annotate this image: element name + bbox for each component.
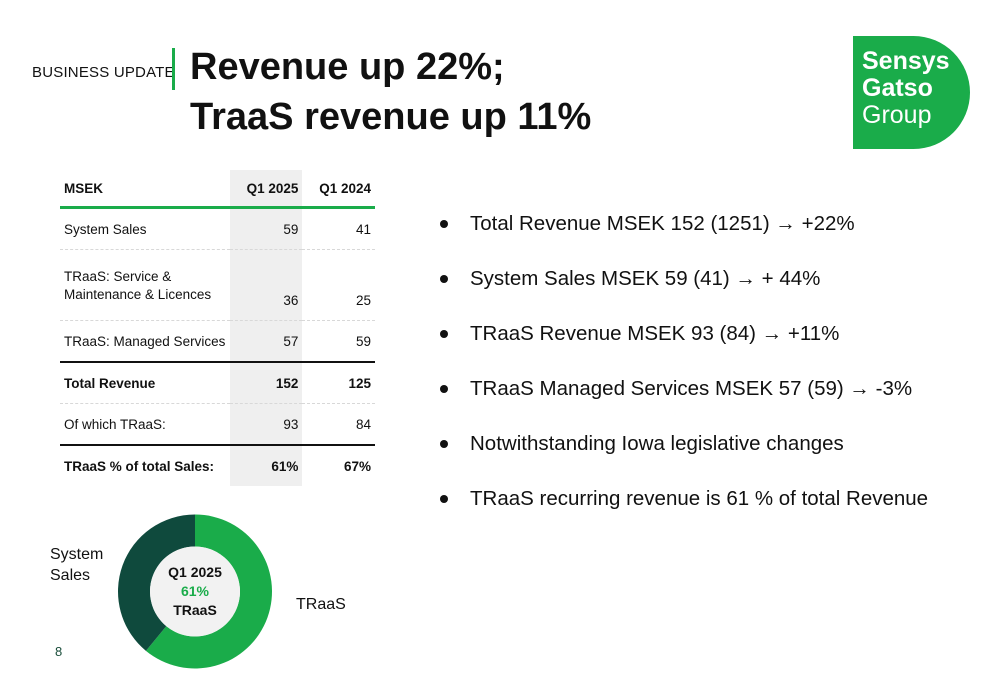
cell-q1-2025: 93 <box>229 403 303 445</box>
page-title: Revenue up 22%; TraaS revenue up 11% <box>190 42 591 142</box>
bullet-text: TRaaS Revenue MSEK 93 (84) → +11% <box>470 322 840 345</box>
donut-svg <box>118 514 272 669</box>
row-label: Total Revenue <box>64 375 156 391</box>
table-row: System Sales 59 41 <box>60 207 375 250</box>
donut-slice-traas <box>145 514 272 669</box>
row-label-line-2: Maintenance & Licences <box>64 286 212 302</box>
bullet-text: TRaaS Managed Services MSEK 57 (59) → -3… <box>470 377 913 400</box>
financial-table: MSEK Q1 2025 Q1 2024 System Sales 59 41 … <box>60 170 375 486</box>
cell-q1-2024: 41 <box>355 221 371 237</box>
company-logo: Sensys Gatso Group <box>853 36 970 149</box>
title-line-2: TraaS revenue up 11% <box>190 96 592 138</box>
logo-line-3: Group <box>862 101 932 129</box>
table-header-q1-2025: Q1 2025 <box>229 170 303 208</box>
donut-center-label: TRaaS <box>173 602 217 618</box>
cell-q1-2024: 67% <box>343 458 371 474</box>
bullet-icon <box>440 440 448 448</box>
bullet-text: TRaaS recurring revenue is 61 % of total… <box>470 487 929 510</box>
row-label: TRaaS: Managed Services <box>64 333 226 349</box>
bullet-text: System Sales MSEK 59 (41) → + 44% <box>470 267 821 290</box>
logo-line-2: Gatso <box>862 74 933 102</box>
row-label: TRaaS % of total Sales: <box>64 458 215 474</box>
donut-center-text: Q1 2025 61% TRaaS <box>117 507 273 676</box>
title-divider <box>172 48 175 90</box>
cell-q1-2025: 59 <box>229 207 303 250</box>
table-row-traas-pct: TRaaS % of total Sales: 61% 67% <box>60 445 375 486</box>
page-number: 8 <box>55 644 63 659</box>
list-item: TRaaS Managed Services MSEK 57 (59) → -3… <box>440 371 928 426</box>
cell-q1-2024: 25 <box>355 293 371 308</box>
row-label: TRaaS: Service & Maintenance & Licences <box>60 250 230 321</box>
bullet-icon <box>440 495 448 503</box>
bullet-icon <box>440 275 448 283</box>
logo-line-1: Sensys <box>862 47 950 75</box>
donut-label-system-sales-line-1: System <box>50 546 104 563</box>
cell-q1-2024: 125 <box>348 375 371 391</box>
donut-label-traas: TRaaS <box>296 596 346 613</box>
cell-q1-2025: 61% <box>229 445 303 486</box>
row-label-line-1: TRaaS: Service & <box>64 268 172 284</box>
bullet-text: Notwithstanding Iowa legislative changes <box>470 432 844 455</box>
list-item: Notwithstanding Iowa legislative changes <box>440 426 928 481</box>
table-row: TRaaS: Managed Services 57 59 <box>60 320 375 362</box>
list-item: TRaaS recurring revenue is 61 % of total… <box>440 481 928 536</box>
title-line-1: Revenue up 22%; <box>190 46 505 88</box>
bullet-text: Total Revenue MSEK 152 (1251) → +22% <box>470 212 855 235</box>
cell-q1-2025: 36 <box>229 249 303 321</box>
revenue-donut-chart: Q1 2025 61% TRaaS <box>117 507 273 676</box>
bullet-icon <box>440 220 448 228</box>
list-item: Total Revenue MSEK 152 (1251) → +22% <box>440 206 928 261</box>
cell-q1-2025: 57 <box>229 320 303 362</box>
cell-q1-2025: 152 <box>229 362 303 404</box>
row-label: System Sales <box>64 221 147 237</box>
donut-center-bg <box>150 546 240 637</box>
table-header-q1-2024: Q1 2024 <box>319 180 371 196</box>
bullet-icon <box>440 330 448 338</box>
table-header-row: MSEK Q1 2025 Q1 2024 <box>60 170 375 208</box>
list-item: TRaaS Revenue MSEK 93 (84) → +11% <box>440 316 928 371</box>
table-row-total: Total Revenue 152 125 <box>60 362 375 404</box>
list-item: System Sales MSEK 59 (41) → + 44% <box>440 261 928 316</box>
section-label: BUSINESS UPDATE <box>32 64 175 81</box>
donut-center-percent: 61% <box>180 583 210 599</box>
cell-q1-2024: 84 <box>355 416 371 432</box>
table-row: Of which TRaaS: 93 84 <box>60 403 375 445</box>
row-label: Of which TRaaS: <box>64 416 166 432</box>
cell-q1-2024: 59 <box>355 333 371 349</box>
bullet-list: Total Revenue MSEK 152 (1251) → +22% Sys… <box>440 206 928 536</box>
donut-slice-system-sales <box>118 514 195 651</box>
donut-label-system-sales: System Sales <box>50 544 103 586</box>
donut-label-system-sales-line-2: Sales <box>50 567 91 584</box>
table-row: TRaaS: Service & Maintenance & Licences … <box>60 249 375 321</box>
bullet-icon <box>440 385 448 393</box>
donut-center-period: Q1 2025 <box>168 564 222 580</box>
table-header-msek: MSEK <box>64 180 104 196</box>
